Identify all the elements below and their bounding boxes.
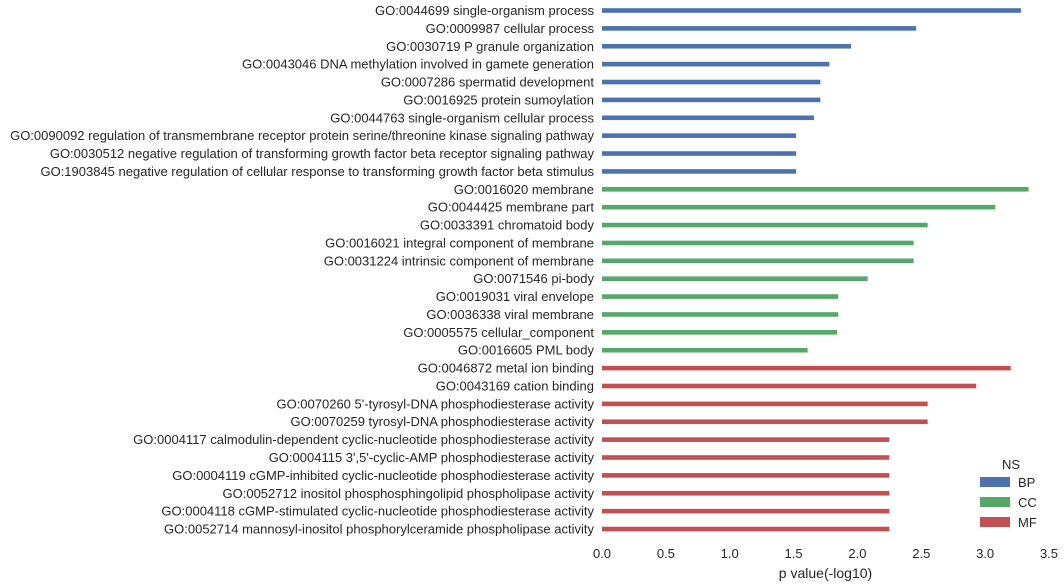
category-label: GO:0052714 mannosyl-inositol phosphorylc… [164, 522, 594, 537]
category-label: GO:0043169 cation binding [436, 378, 594, 393]
category-label: GO:0046872 metal ion binding [418, 361, 594, 376]
category-label: GO:0019031 viral envelope [436, 289, 594, 304]
bar-bp [602, 79, 821, 85]
bar-bp [602, 97, 821, 103]
category-label: GO:1903845 negative regulation of cellul… [40, 164, 594, 179]
bar-mf [602, 490, 890, 496]
x-tick-label: 1.0 [721, 546, 739, 561]
category-label: GO:0090092 regulation of transmembrane r… [10, 128, 594, 143]
bar-bp [602, 26, 917, 31]
category-label: GO:0004115 3',5'-cyclic-AMP phosphodiest… [269, 450, 595, 465]
category-label: GO:0005575 cellular_component [403, 325, 594, 340]
bar-bp [602, 133, 797, 138]
legend-title: NS [1002, 457, 1020, 472]
bar-bp [602, 61, 830, 67]
bar-cc [602, 222, 928, 228]
bar-cc [602, 187, 1029, 192]
bar-mf [602, 526, 890, 532]
x-axis-title: p value(-log10) [779, 565, 872, 581]
bar-cc [602, 276, 868, 281]
x-tick-label: 2.0 [848, 546, 866, 561]
bar-bp [602, 151, 797, 156]
category-label: GO:0043046 DNA methylation involved in g… [242, 57, 594, 72]
bar-bp [602, 8, 1021, 13]
category-label: GO:0070259 tyrosyl-DNA phosphodiesterase… [291, 414, 595, 429]
category-label: GO:0070260 5'-tyrosyl-DNA phosphodiester… [276, 396, 594, 411]
category-label: GO:0016605 PML body [458, 343, 595, 358]
category-label: GO:0044425 membrane part [428, 200, 595, 215]
bar-mf [602, 365, 1011, 371]
category-label: GO:0030719 P granule organization [386, 39, 594, 54]
legend-label-mf: MF [1018, 515, 1037, 530]
category-label: GO:0030512 negative regulation of transf… [50, 146, 595, 161]
category-label: GO:0031224 intrinsic component of membra… [324, 253, 594, 268]
category-label: GO:0016925 protein sumoylation [403, 92, 594, 107]
bar-bp [602, 169, 797, 174]
bar-mf [602, 419, 928, 425]
bar-cc [602, 294, 839, 299]
legend-label-cc: CC [1018, 495, 1037, 510]
category-label: GO:0036338 viral membrane [426, 307, 594, 322]
bar-mf [602, 508, 890, 514]
category-label: GO:0044699 single-organism process [375, 3, 594, 18]
legend-swatch-cc [980, 497, 1010, 507]
category-label: GO:0016020 membrane [454, 182, 594, 197]
category-label: GO:0071546 pi-body [473, 271, 594, 286]
category-label: GO:0004119 cGMP-inhibited cyclic-nucleot… [172, 468, 594, 483]
bar-cc [602, 240, 914, 246]
category-label: GO:0004117 calmodulin-dependent cyclic-n… [133, 432, 594, 447]
category-label: GO:0016021 integral component of membran… [325, 235, 594, 250]
bar-mf [602, 473, 890, 478]
bar-mf [602, 437, 890, 442]
category-label: GO:0033391 chromatoid body [420, 218, 595, 233]
bar-bp [602, 115, 815, 121]
bar-cc [602, 312, 839, 317]
category-label: GO:0004118 cGMP-stimulated cyclic-nucleo… [161, 504, 594, 519]
legend-swatch-mf [980, 517, 1010, 527]
x-tick-label: 2.5 [912, 546, 930, 561]
bar-cc [602, 204, 996, 210]
category-label: GO:0007286 spermatid development [381, 75, 595, 90]
legend-entries-group: BP CC MF [980, 475, 1037, 530]
bar-bp [602, 43, 852, 49]
x-tick-labels-group: 0.0 0.5 1.0 1.5 2.0 2.5 3.0 3.5 [593, 546, 1058, 561]
bar-cc [602, 258, 914, 264]
bar-cc [602, 330, 837, 335]
x-tick-label: 0.5 [657, 546, 675, 561]
bar-mf [602, 383, 977, 389]
bar-mf [602, 401, 928, 407]
category-label: GO:0009987 cellular process [426, 21, 595, 36]
x-tick-label: 1.5 [785, 546, 803, 561]
x-tick-label: 0.0 [593, 546, 611, 561]
bars-group [602, 8, 1029, 532]
x-tick-label: 3.5 [1040, 546, 1058, 561]
category-labels-group: GO:0044699 single-organism process GO:000… [10, 3, 594, 537]
category-label: GO:0044763 single-organism cellular proc… [330, 110, 594, 125]
bar-mf [602, 455, 890, 460]
legend-label-bp: BP [1018, 475, 1035, 490]
bar-cc [602, 347, 808, 353]
legend-swatch-bp [980, 477, 1010, 487]
category-label: GO:0052712 inositol phosphosphingolipid … [223, 486, 595, 501]
legend: NS BP CC MF [980, 457, 1037, 530]
x-tick-label: 3.0 [976, 546, 994, 561]
